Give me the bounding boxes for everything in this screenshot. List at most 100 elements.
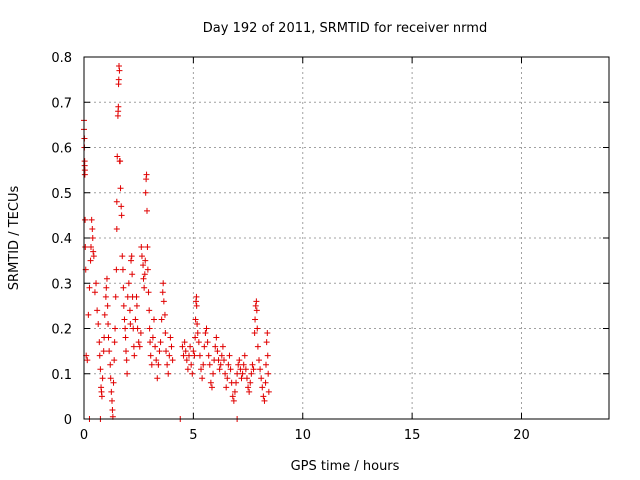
data-point	[262, 379, 269, 386]
y-tick-label: 0.6	[51, 142, 72, 157]
data-point	[198, 366, 205, 373]
data-point	[131, 352, 138, 359]
x-tick-labels: 0 5 10 15 20	[80, 428, 530, 443]
data-point	[208, 384, 215, 391]
data-point	[146, 325, 153, 332]
data-point	[107, 375, 114, 382]
data-point	[193, 302, 200, 309]
data-point	[161, 311, 168, 318]
data-point	[258, 375, 265, 382]
data-point	[141, 284, 148, 291]
data-point	[252, 302, 259, 309]
data-point	[194, 330, 201, 337]
data-point	[144, 244, 151, 251]
data-point	[257, 366, 264, 373]
data-point	[212, 343, 219, 350]
data-point	[191, 352, 198, 359]
data-point	[233, 379, 240, 386]
data-point	[165, 370, 172, 377]
data-point	[140, 262, 147, 269]
data-point	[166, 352, 173, 359]
y-tick-label: 0.7	[51, 96, 72, 111]
data-point	[218, 352, 225, 359]
data-point	[184, 366, 191, 373]
data-point	[181, 339, 188, 346]
data-point	[103, 275, 110, 282]
data-point	[127, 320, 134, 327]
data-point	[251, 330, 258, 337]
data-point	[111, 357, 118, 364]
data-point	[160, 298, 167, 305]
x-tick-label: 5	[189, 428, 197, 443]
data-point	[238, 375, 245, 382]
x-axis-label: GPS time / hours	[291, 459, 400, 474]
data-point	[142, 257, 149, 264]
data-point	[179, 343, 186, 350]
data-point	[239, 370, 246, 377]
data-point	[222, 370, 229, 377]
data-point	[105, 334, 112, 341]
data-point	[236, 357, 243, 364]
data-point	[115, 76, 122, 83]
data-point	[153, 357, 160, 364]
data-point	[85, 311, 92, 318]
data-point	[138, 244, 145, 251]
data-point	[148, 361, 155, 368]
data-point	[263, 339, 270, 346]
data-point	[109, 397, 115, 404]
data-point	[118, 203, 125, 210]
data-point	[128, 253, 135, 260]
data-point	[189, 370, 196, 377]
data-point	[234, 370, 241, 377]
data-point	[84, 357, 91, 364]
data-point	[192, 334, 199, 341]
data-point	[203, 325, 210, 332]
data-point	[118, 212, 125, 219]
data-point	[112, 325, 119, 332]
data-point	[114, 153, 121, 160]
data-point	[126, 307, 133, 314]
data-point	[201, 343, 208, 350]
data-point	[88, 244, 94, 251]
data-point	[149, 334, 156, 341]
x-tick-label: 15	[404, 428, 421, 443]
ticks-layer	[83, 56, 609, 420]
data-point	[133, 302, 140, 309]
data-point	[122, 325, 129, 332]
data-point	[129, 271, 136, 278]
data-point	[221, 357, 227, 364]
data-point	[101, 311, 108, 318]
data-point	[140, 275, 147, 282]
data-point	[160, 280, 167, 287]
data-point	[227, 366, 234, 373]
data-point	[112, 293, 119, 300]
data-point	[183, 357, 190, 364]
data-point	[213, 334, 220, 341]
data-point	[204, 339, 211, 346]
data-point	[117, 185, 124, 192]
data-point	[224, 375, 231, 382]
data-point	[247, 379, 254, 386]
data-point	[144, 266, 151, 273]
data-point	[96, 352, 103, 359]
data-point	[263, 361, 269, 368]
data-point	[121, 316, 128, 323]
data-point	[123, 357, 130, 364]
data-point	[107, 361, 114, 368]
y-tick-label: 0.1	[51, 368, 72, 383]
data-point	[237, 366, 244, 373]
data-point	[187, 343, 194, 350]
data-point	[89, 225, 96, 232]
data-point	[86, 284, 93, 291]
data-point	[193, 293, 200, 300]
data-point	[90, 253, 97, 260]
data-point	[141, 271, 148, 278]
x-tick-label: 20	[513, 428, 530, 443]
points-layer	[81, 63, 272, 422]
data-point	[194, 320, 201, 327]
data-point	[125, 280, 132, 287]
data-point	[199, 375, 206, 382]
y-tick-label: 0.8	[51, 51, 72, 66]
